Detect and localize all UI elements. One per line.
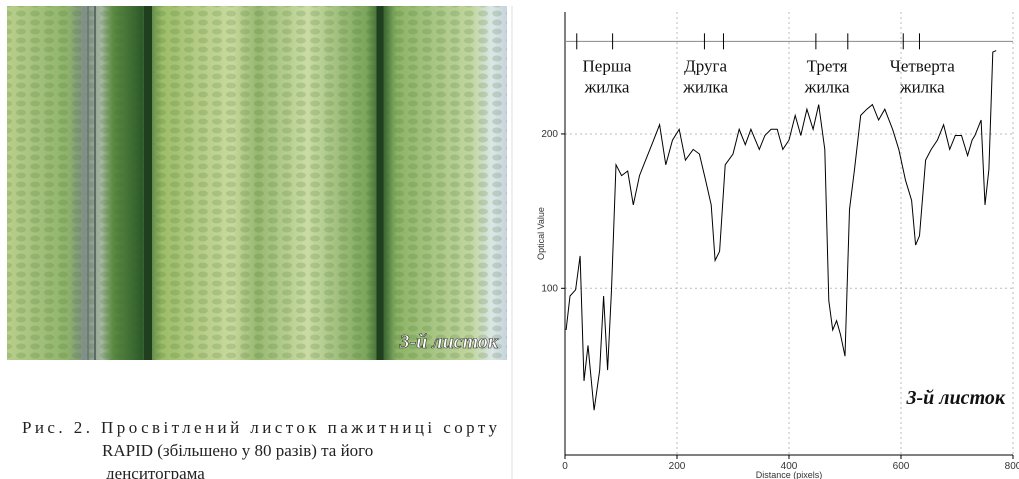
vein-label: жилка [584, 77, 630, 96]
vein-label: жилка [899, 77, 945, 96]
x-tick-label: 0 [562, 461, 568, 472]
y-tick-label: 100 [541, 283, 558, 294]
caption-line: денситограма [106, 464, 205, 479]
vein-label: Друга [684, 56, 727, 75]
y-axis-label: Optical Value [536, 207, 546, 260]
photo-label: 3-й листок [399, 331, 499, 353]
x-tick-label: 600 [893, 461, 910, 472]
vein-label: Третя [807, 56, 848, 75]
y-tick-label: 200 [541, 129, 558, 140]
caption-line: RAPID (збільшено у 80 разів) та його [102, 441, 373, 460]
vein-label: Перша [583, 56, 632, 75]
x-tick-label: 800 [1005, 461, 1019, 472]
vein-label: жилка [682, 77, 728, 96]
vein-label: жилка [804, 77, 850, 96]
x-tick-label: 200 [669, 461, 686, 472]
chart-label: 3-й листок [906, 387, 1006, 409]
photo: 3-й листок [7, 6, 507, 360]
caption: Рис. 2. Просвітлений листок пажитниці со… [22, 418, 498, 479]
density-line [566, 51, 996, 411]
caption-line: Рис. 2. Просвітлений листок пажитниці со… [22, 418, 498, 437]
vein-label: Четверта [890, 56, 955, 75]
figure: 3-й листок Рис. 2. Просвітлений листок п… [0, 0, 1019, 479]
x-axis-label: Distance (pixels) [756, 470, 823, 479]
